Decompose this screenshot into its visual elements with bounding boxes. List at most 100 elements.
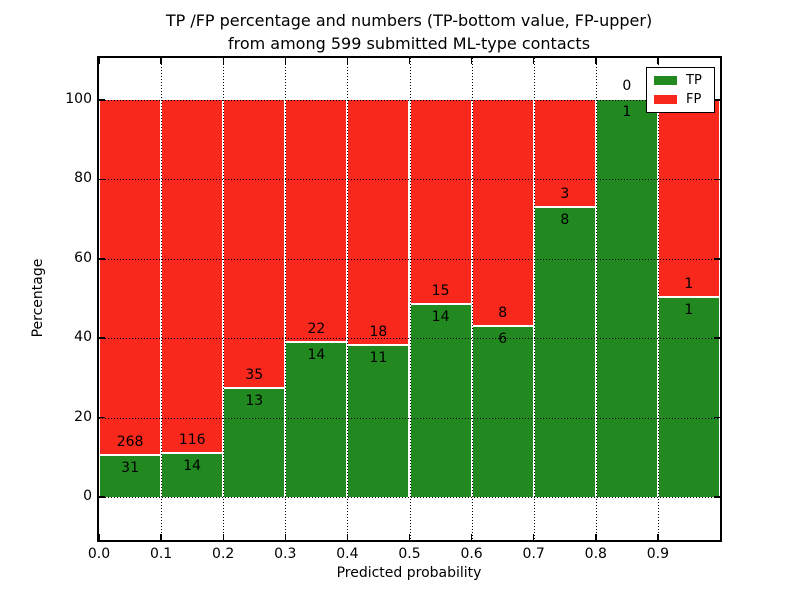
fp-count-label: 3	[560, 186, 570, 202]
x-tick-top	[657, 58, 659, 64]
fp-segment	[162, 100, 223, 454]
gridline-x-0.7	[533, 58, 535, 540]
gridline-x-0.2	[223, 58, 225, 540]
x-tick-top	[595, 58, 597, 64]
x-tick-bottom	[346, 534, 349, 540]
tp-count-label: 14	[307, 347, 326, 363]
x-tick-label-0.6: 0.6	[460, 546, 483, 562]
x-tick-label-0.1: 0.1	[149, 546, 173, 562]
x-tick-top	[532, 58, 535, 64]
tp-count-label: 1	[622, 104, 632, 120]
y-tick-left	[99, 258, 105, 260]
fp-count-label: 8	[498, 305, 508, 321]
y-tick-left	[99, 337, 105, 339]
fp-segment	[534, 100, 595, 208]
bar-bin-0.7	[533, 100, 596, 497]
gridline-x-0.6	[471, 58, 473, 540]
tp-count-label: 8	[560, 212, 570, 228]
x-tick-bottom	[408, 534, 411, 540]
x-tick-top	[470, 58, 473, 64]
fp-segment	[472, 100, 533, 327]
bar-bin-0.1	[161, 100, 224, 497]
fp-count-label: 268	[116, 434, 144, 450]
gridline-y-40	[99, 338, 720, 340]
y-tick-label-40: 40	[74, 329, 92, 346]
gridline-x-0.1	[161, 58, 163, 540]
x-tick-label-0.2: 0.2	[212, 546, 235, 562]
x-tick-top	[222, 58, 224, 64]
y-tick-left	[99, 178, 105, 181]
x-tick-bottom	[284, 534, 287, 540]
x-tick-bottom	[657, 534, 659, 540]
fp-segment	[224, 100, 285, 389]
tp-count-label: 1	[684, 302, 694, 318]
gridline-y-60	[99, 258, 720, 260]
x-tick-bottom	[222, 534, 224, 540]
legend-label-FP: FP	[686, 92, 702, 107]
legend: TP FP	[646, 67, 715, 113]
bar-bin-0	[99, 100, 162, 497]
fp-segment	[658, 100, 719, 298]
legend-label-TP: TP	[686, 73, 702, 88]
fp-count-label: 0	[622, 78, 632, 94]
gridline-y-80	[99, 179, 720, 181]
y-tick-right	[714, 178, 720, 181]
x-tick-label-0.7: 0.7	[522, 546, 545, 562]
legend-item-FP: FP	[654, 93, 714, 106]
fp-segment	[286, 100, 347, 343]
x-tick-bottom	[470, 534, 473, 540]
y-tick-label-80: 80	[74, 170, 92, 187]
y-tick-right	[714, 416, 720, 419]
x-tick-top	[160, 58, 162, 64]
x-tick-top	[346, 58, 349, 64]
y-tick-right	[714, 496, 720, 498]
y-tick-left	[99, 99, 105, 101]
fp-count-label: 116	[178, 432, 206, 448]
bar-bin-0.6	[471, 100, 534, 497]
gridline-x-0.4	[347, 58, 349, 540]
bar-bin-0.8	[595, 100, 658, 497]
tp-count-label: 11	[369, 350, 388, 366]
x-tick-top	[284, 58, 287, 64]
fp-swatch-icon	[654, 95, 677, 104]
x-tick-label-0.3: 0.3	[274, 546, 297, 562]
y-tick-label-0: 0	[83, 488, 92, 504]
fp-count-label: 15	[431, 283, 450, 299]
bar-bin-0.4	[347, 100, 410, 497]
y-tick-left	[99, 416, 105, 419]
x-tick-label-0.9: 0.9	[646, 546, 670, 562]
legend-item-TP: TP	[654, 74, 714, 87]
gridline-x-0.3	[285, 58, 287, 540]
chart-title-line2: from among 599 submitted ML-type contact…	[227, 34, 591, 53]
y-tick-right	[714, 337, 720, 339]
fp-count-label: 22	[307, 321, 326, 337]
tp-count-label: 13	[245, 393, 264, 409]
tp-swatch-icon	[654, 76, 677, 85]
chart-title-line1: TP /FP percentage and numbers (TP-bottom…	[165, 11, 653, 30]
gridline-y-20	[99, 417, 720, 419]
x-tick-label-0.5: 0.5	[398, 546, 421, 562]
y-tick-right	[714, 258, 720, 260]
x-tick-bottom	[98, 534, 100, 540]
fp-count-label: 18	[369, 324, 388, 340]
y-tick-right	[714, 99, 720, 101]
x-tick-bottom	[532, 534, 535, 540]
x-tick-label-0.4: 0.4	[336, 546, 359, 562]
bar-bin-0.3	[285, 100, 348, 497]
fp-segment	[100, 100, 161, 456]
fp-count-label: 35	[245, 367, 264, 383]
bar-bin-0.2	[223, 100, 286, 497]
gridline-x-0.5	[409, 58, 411, 540]
x-tick-label-0.8: 0.8	[584, 546, 607, 562]
x-tick-label-0.0: 0.0	[87, 546, 111, 562]
x-tick-bottom	[160, 534, 162, 540]
y-axis-label: Percentage	[30, 258, 46, 338]
plot-area: 268 31 116 14 35 13 22 14 18 11 15 14 8 6 3 8 0 1 1 1 TP FP	[97, 56, 722, 542]
tp-count-label: 14	[431, 309, 450, 325]
x-tick-bottom	[595, 534, 597, 540]
y-tick-left	[99, 496, 105, 498]
y-tick-label-60: 60	[74, 249, 92, 266]
x-tick-top	[408, 58, 411, 64]
tp-count-label: 14	[183, 458, 202, 474]
